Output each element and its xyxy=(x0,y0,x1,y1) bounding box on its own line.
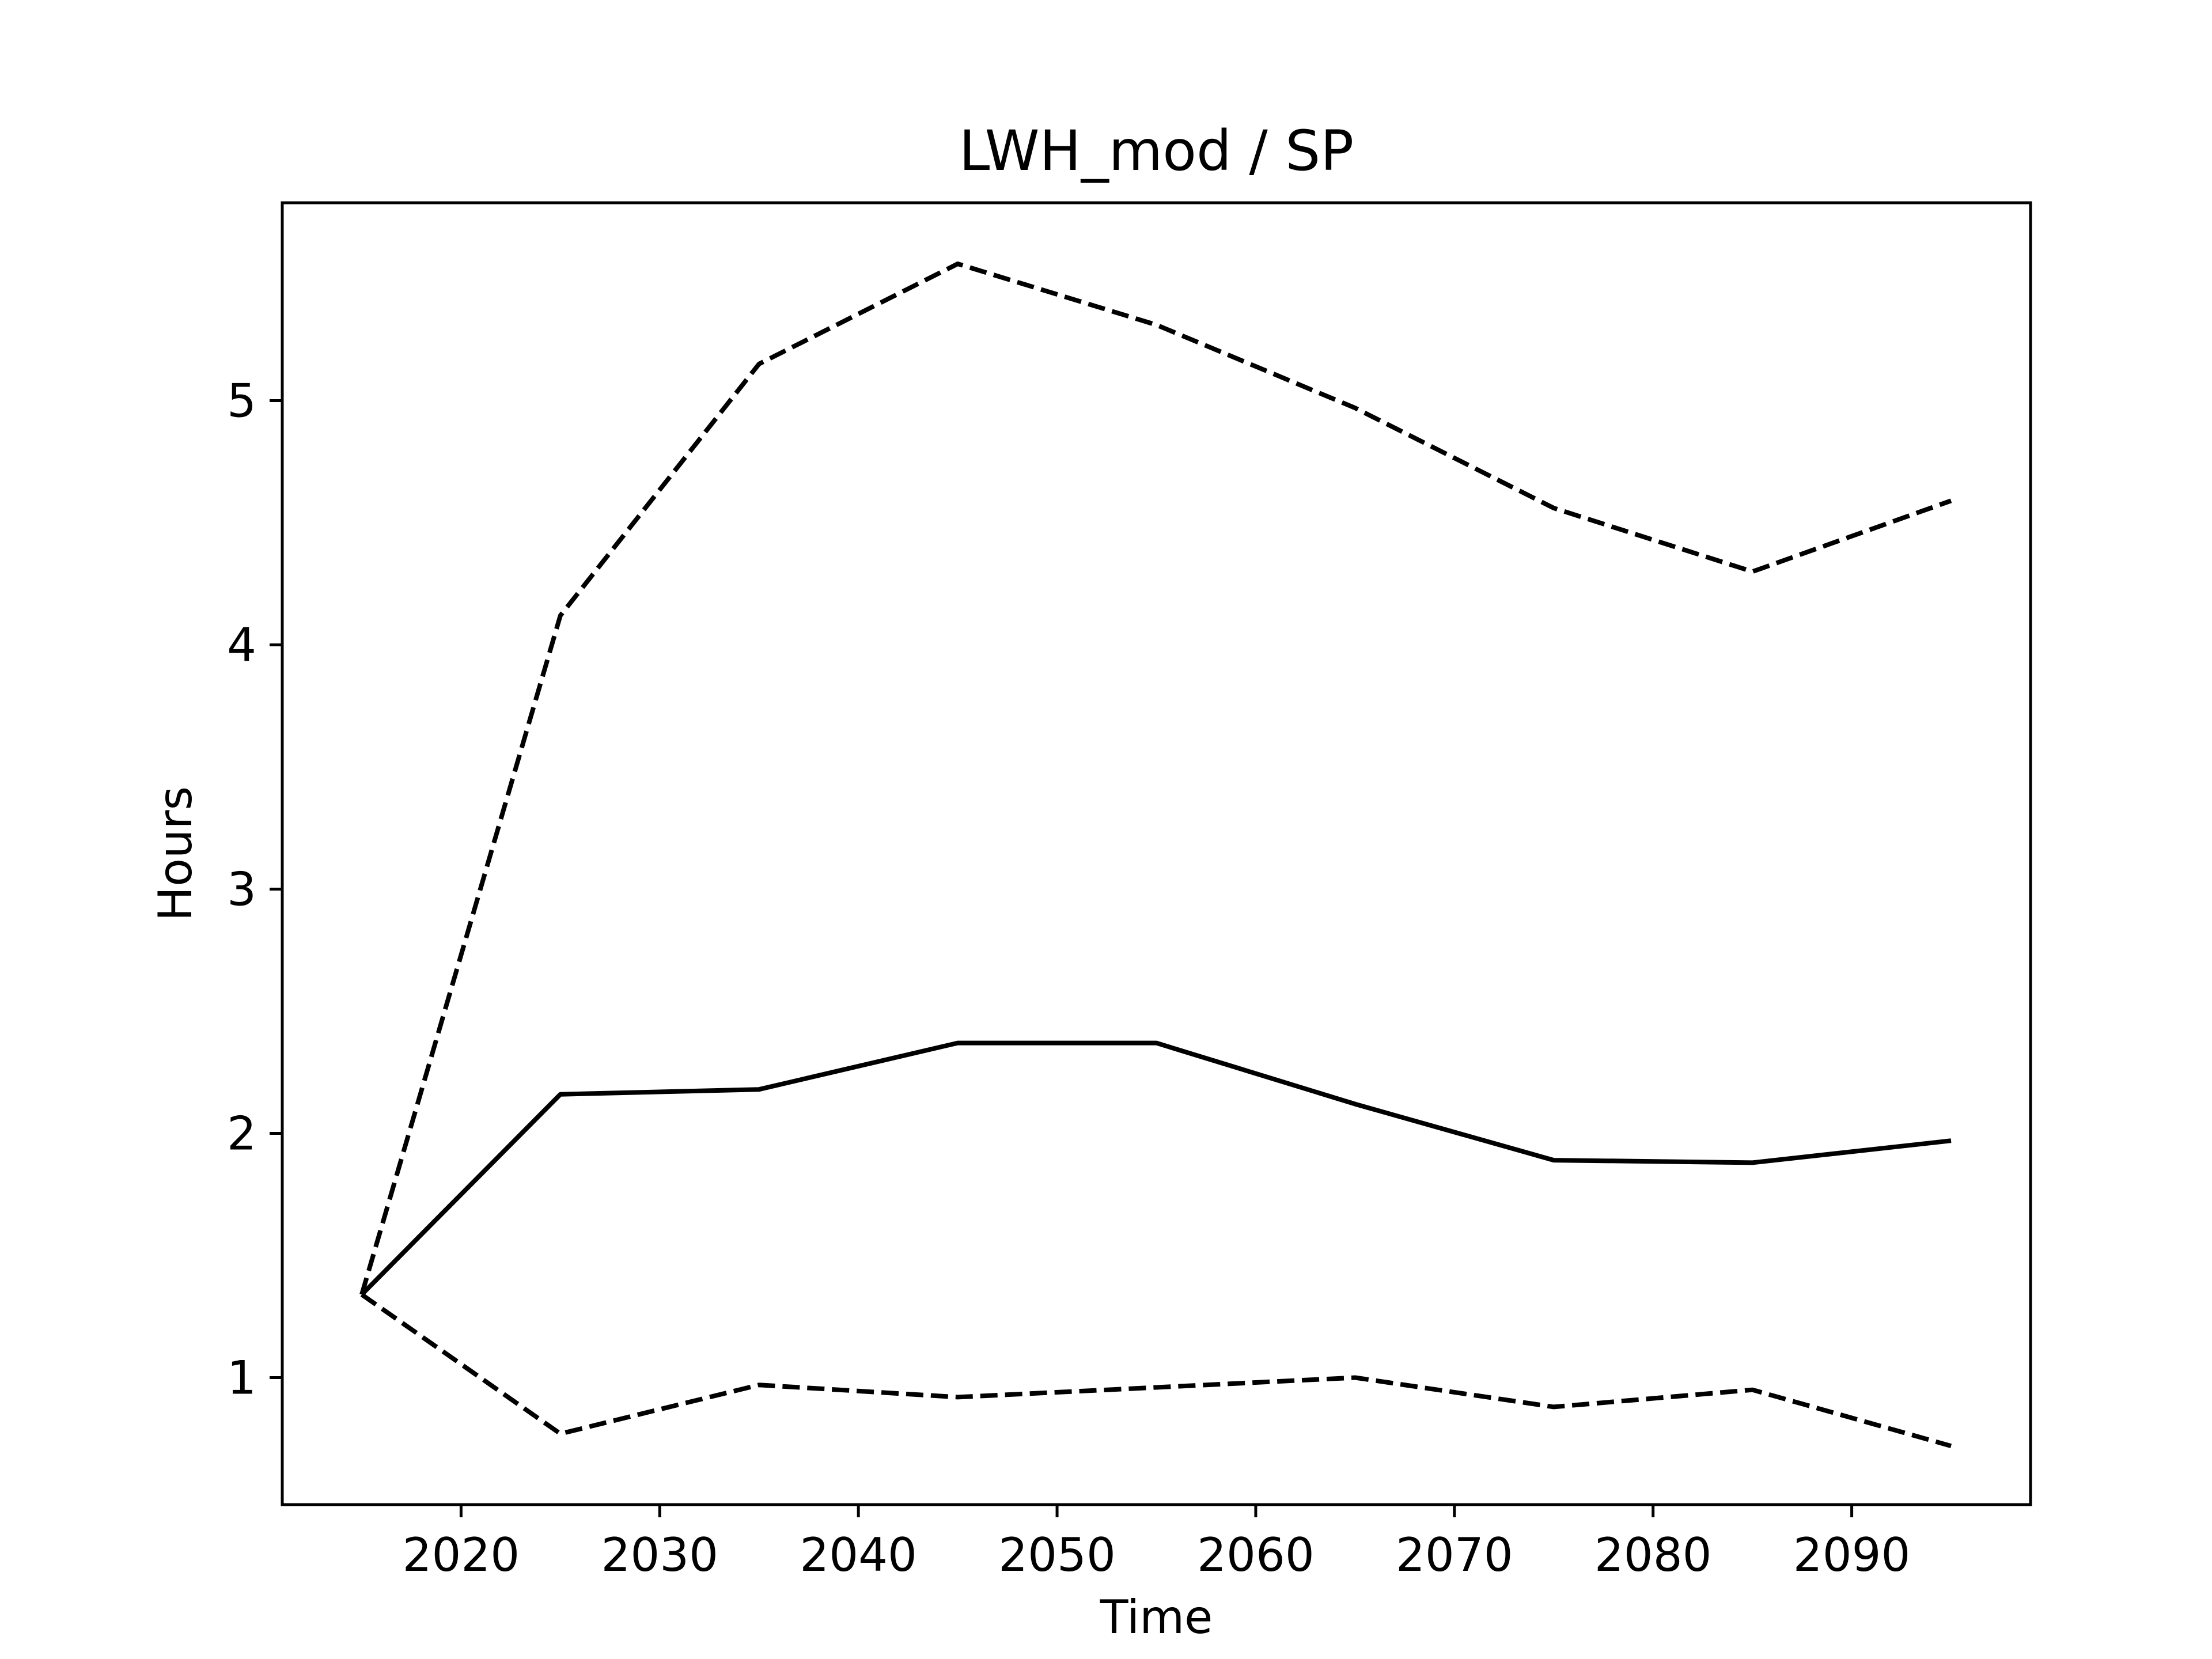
x-axis-label: Time xyxy=(1100,1590,1213,1644)
y-tick-label: 1 xyxy=(227,1351,256,1405)
x-tick-label: 2070 xyxy=(1396,1528,1513,1582)
series-layer xyxy=(359,262,1952,1449)
series-line-2 xyxy=(359,262,1952,1296)
y-axis-label: Hours xyxy=(149,786,202,921)
x-tick-label: 2020 xyxy=(403,1528,520,1582)
x-tick-label: 2060 xyxy=(1197,1528,1315,1582)
y-tick-label: 4 xyxy=(227,618,256,672)
series-line-1 xyxy=(360,1040,1952,1297)
y-tick-label: 2 xyxy=(227,1107,256,1160)
x-tick-label: 2040 xyxy=(800,1528,917,1582)
x-tick-label: 2080 xyxy=(1594,1528,1712,1582)
y-tick-label: 3 xyxy=(227,862,256,916)
series-line-3 xyxy=(360,1293,1952,1449)
x-ticks: 2020 2030 2040 2050 2060 2070 2080 2090 xyxy=(403,1505,1911,1582)
plot-frame xyxy=(281,201,2032,1506)
x-tick-label: 2030 xyxy=(601,1528,718,1582)
x-tick-label: 2050 xyxy=(998,1528,1116,1582)
x-tick-label: 2090 xyxy=(1793,1528,1911,1582)
y-tick-label: 5 xyxy=(227,374,256,427)
chart-title: LWH_mod / SP xyxy=(959,119,1354,183)
y-ticks: 1 2 3 4 5 xyxy=(227,374,282,1405)
